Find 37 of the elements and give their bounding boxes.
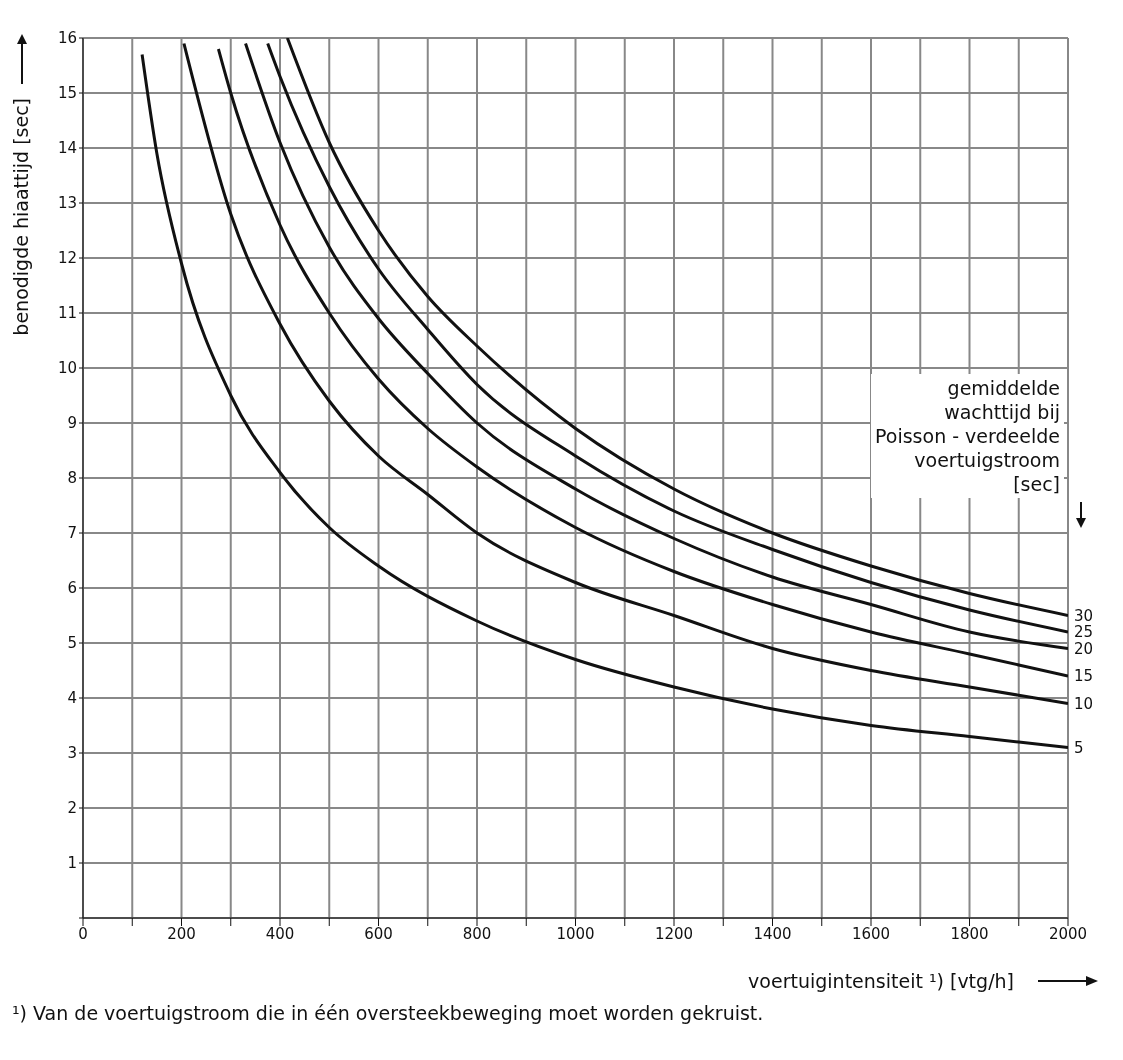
y-tick-label: 11 bbox=[57, 304, 77, 323]
y-tick-label: 8 bbox=[67, 469, 77, 488]
x-tick-label: 1800 bbox=[950, 924, 989, 943]
y-tick-label: 1 bbox=[67, 854, 77, 873]
x-tick-label: 1400 bbox=[753, 924, 792, 943]
y-tick-label: 12 bbox=[57, 249, 77, 268]
legend-title: gemiddelde wachttijd bij Poisson - verdeelde voertuigstroom [sec] bbox=[871, 374, 1064, 498]
x-tick-label: 0 bbox=[78, 924, 88, 943]
x-axis-title: voertuigintensiteit ¹) [vtg/h] bbox=[748, 970, 1014, 992]
y-tick-label: 14 bbox=[57, 139, 77, 158]
y-tick-label: 6 bbox=[67, 579, 77, 598]
y-tick-label: 15 bbox=[57, 84, 77, 103]
y-tick-label: 13 bbox=[57, 194, 77, 213]
y-tick-label: 7 bbox=[67, 524, 77, 543]
x-tick-label: 600 bbox=[364, 924, 393, 943]
x-tick-label: 200 bbox=[167, 924, 196, 943]
y-tick-label: 9 bbox=[67, 414, 77, 433]
x-tick-label: 1600 bbox=[851, 924, 891, 943]
y-tick-label: 5 bbox=[67, 634, 77, 653]
series-label: 15 bbox=[1074, 667, 1094, 685]
x-tick-label: 400 bbox=[265, 924, 295, 943]
series-label: 5 bbox=[1074, 738, 1084, 757]
y-tick-label: 3 bbox=[67, 744, 77, 763]
y-tick-label: 2 bbox=[67, 799, 77, 818]
y-tick-label: 10 bbox=[57, 359, 77, 378]
series-label: 25 bbox=[1074, 623, 1094, 641]
y-tick-label: 16 bbox=[57, 29, 77, 48]
y-tick-label: 4 bbox=[67, 689, 77, 708]
x-tick-label: 1000 bbox=[556, 924, 595, 943]
series-label: 30 bbox=[1074, 606, 1094, 625]
x-tick-label: 2000 bbox=[1048, 924, 1088, 943]
x-tick-label: 1200 bbox=[654, 924, 694, 943]
text: ¹) Van de voertuigstroom die in één oversteekbeweging moet worden gekruist. bbox=[11, 1002, 765, 1024]
series-label: 20 bbox=[1074, 639, 1094, 658]
y-axis-title: benodigde hiaattijd [sec] bbox=[10, 98, 32, 336]
x-tick-label: 800 bbox=[462, 924, 492, 943]
series-label: 10 bbox=[1074, 694, 1094, 713]
